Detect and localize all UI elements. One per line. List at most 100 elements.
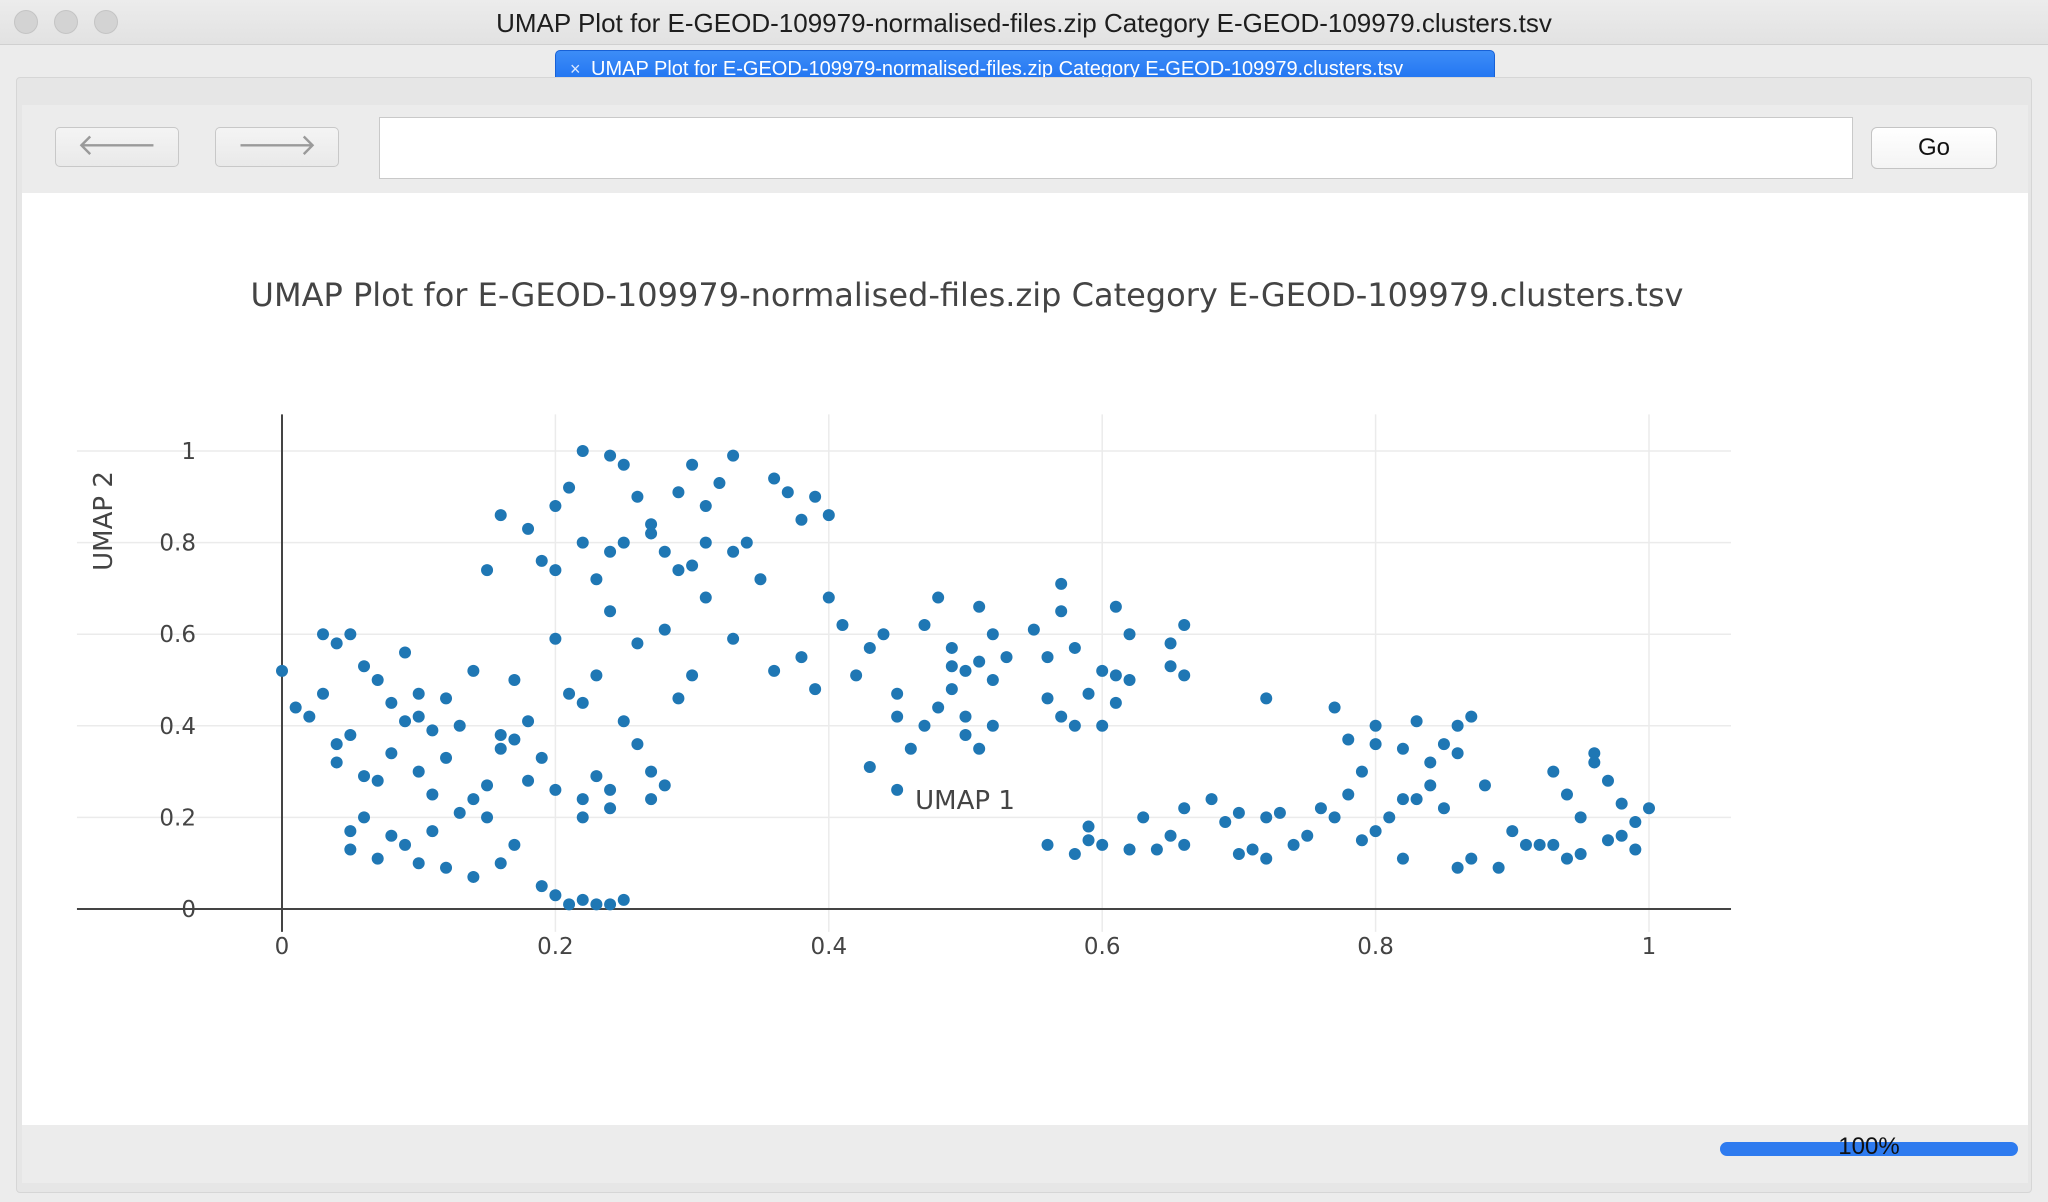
data-point [440,692,453,705]
data-point [1041,651,1054,664]
data-point [1643,802,1655,815]
data-point [1260,692,1273,705]
data-point [1410,715,1423,728]
data-point [1560,852,1573,865]
close-window-icon[interactable] [14,10,38,34]
data-point [399,715,412,728]
data-point [863,641,876,654]
data-point [494,857,507,870]
back-button[interactable]: 🡐 [55,127,179,167]
data-point [1041,838,1054,851]
x-tick-label: 0 [275,934,290,960]
zoom-window-icon[interactable] [94,10,118,34]
data-point [590,770,603,783]
data-point [576,793,589,806]
data-point [1137,811,1150,824]
data-point [1205,793,1218,806]
window-title: UMAP Plot for E-GEOD-109979-normalised-f… [496,8,1552,38]
data-point [453,806,466,819]
data-point [358,770,371,783]
y-tick-label: 1 [181,439,196,465]
navigation-toolbar: 🡐 🡒 Go [22,105,2028,193]
data-point [358,811,371,824]
tab-close-icon[interactable]: × [570,59,581,79]
go-button[interactable]: Go [1871,127,1997,169]
data-point [1506,825,1519,838]
data-point [385,747,398,760]
data-point [1096,719,1109,732]
data-point [672,486,685,499]
data-point [1629,815,1642,828]
data-point [1451,747,1464,760]
data-point [699,591,712,604]
data-point [1451,861,1464,874]
data-point [918,619,931,632]
data-point [686,559,699,572]
data-point [1055,710,1068,723]
data-point [494,742,507,755]
x-tick-label: 0.8 [1357,934,1394,960]
data-point [1396,793,1409,806]
data-point [358,660,371,673]
data-point [604,802,617,815]
data-point [508,733,521,746]
data-point [836,619,849,632]
data-point [754,573,767,586]
forward-button[interactable]: 🡒 [215,127,339,167]
data-point [576,536,589,549]
data-point [1410,793,1423,806]
arrow-left-icon: 🡐 [76,129,158,162]
data-point [344,728,357,741]
data-point [904,742,917,755]
data-point [317,687,330,700]
data-point [768,664,781,677]
x-tick-label: 0.4 [811,934,848,960]
data-point [686,669,699,682]
data-point [932,701,945,714]
data-point [1369,738,1382,751]
data-point [1273,806,1286,819]
data-point [1178,802,1191,815]
data-point [1109,669,1122,682]
data-point [412,857,425,870]
data-point [426,724,439,737]
data-point [1301,829,1314,842]
data-point [945,683,958,696]
data-point [631,490,644,503]
data-point [645,518,658,531]
data-point [617,715,630,728]
data-point [658,545,671,558]
data-point [1096,664,1109,677]
data-point [1369,719,1382,732]
grid-lines [76,414,1732,932]
data-point [1246,843,1259,856]
data-point [604,449,617,462]
data-point [699,499,712,512]
data-point [371,774,384,787]
data-point [672,692,685,705]
url-input[interactable] [379,117,1853,179]
data-point [768,472,781,485]
data-point [494,728,507,741]
data-point [453,719,466,732]
data-point [508,838,521,851]
data-point [1355,765,1368,778]
data-point [317,628,330,641]
data-point [481,811,494,824]
data-point [399,838,412,851]
data-point [658,623,671,636]
tab-label: UMAP Plot for E-GEOD-109979-normalised-f… [591,58,1404,80]
data-point [467,870,480,883]
x-tick-label: 0.6 [1084,934,1121,960]
umap-scatter-plot: UMAP Plot for E-GEOD-109979-normalised-f… [76,276,1732,960]
data-point [822,591,835,604]
data-point [1615,797,1628,810]
data-point [1328,811,1341,824]
data-point [1164,637,1177,650]
x-tick-label: 0.2 [537,934,574,960]
data-point [385,696,398,709]
data-point [1465,852,1478,865]
data-point [440,751,453,764]
x-tick-labels: 0 0.2 0.4 0.6 0.8 1 [275,934,1657,960]
minimize-window-icon[interactable] [54,10,78,34]
